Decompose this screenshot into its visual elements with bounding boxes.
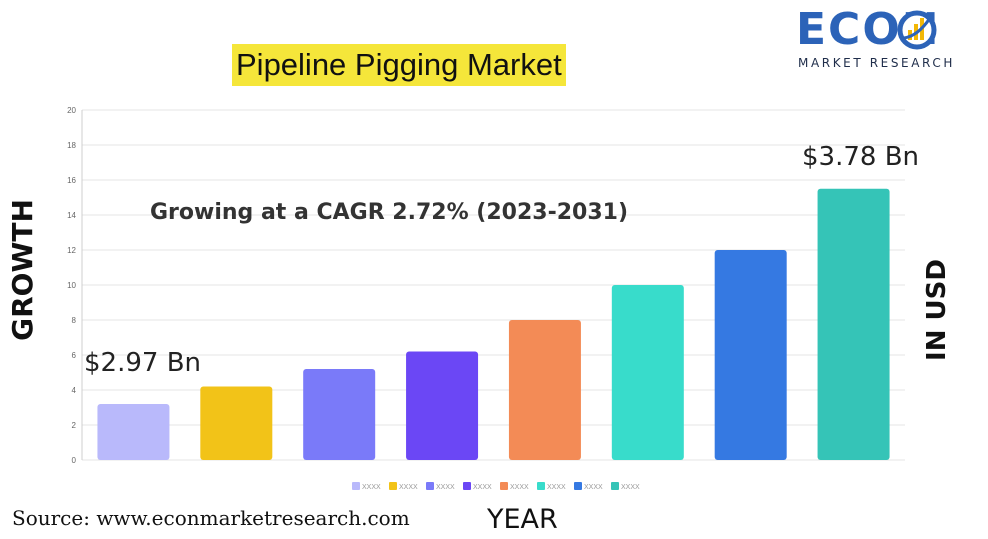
y-tick-label: 10: [67, 281, 76, 290]
source-text: Source: www.econmarketresearch.com: [12, 506, 410, 530]
bar: [611, 285, 684, 460]
legend-label: XXXX: [399, 484, 418, 491]
y-tick-label: 2: [72, 421, 77, 430]
legend-swatch: [352, 482, 360, 490]
chart-bars: [97, 188, 890, 460]
y-tick-label: 18: [67, 141, 76, 150]
bar: [714, 250, 787, 460]
y-tick-label: 14: [67, 211, 76, 220]
chart-title: Pipeline Pigging Market: [232, 44, 566, 86]
y-tick-label: 12: [67, 246, 76, 255]
start-value-callout: $2.97 Bn: [84, 348, 202, 378]
legend-swatch: [537, 482, 545, 490]
legend-label: XXXX: [621, 484, 640, 491]
bar: [200, 386, 273, 460]
bar: [817, 188, 890, 460]
legend-label: XXXX: [362, 484, 381, 491]
legend-swatch: [389, 482, 397, 490]
legend-label: XXXX: [510, 484, 529, 491]
legend-swatch: [611, 482, 619, 490]
legend-label: XXXX: [436, 484, 455, 491]
y-tick-label: 16: [67, 176, 76, 185]
y-tick-label: 20: [67, 106, 76, 115]
legend-swatch: [426, 482, 434, 490]
legend-label: XXXX: [547, 484, 566, 491]
y-tick-label: 8: [72, 316, 77, 325]
end-value-callout: $3.78 Bn: [802, 142, 920, 172]
cagr-annotation: Growing at a CAGR 2.72% (2023-2031): [150, 200, 628, 225]
bar: [406, 351, 479, 460]
legend-label: XXXX: [473, 484, 492, 491]
legend-swatch: [574, 482, 582, 490]
bar: [97, 404, 170, 460]
legend-label: XXXX: [584, 484, 603, 491]
y-tick-label: 0: [72, 456, 77, 465]
logo-subtitle: MARKET RESEARCH: [798, 56, 955, 70]
y-tick-label: 4: [72, 386, 77, 395]
logo-bars-icon: [897, 10, 937, 50]
x-axis-label: YEAR: [487, 504, 558, 535]
legend-swatch: [463, 482, 471, 490]
bar: [303, 369, 376, 460]
chart-legend: XXXX XXXX XXXX XXXX XXXX XXXX XXXX XXXX: [352, 482, 640, 491]
y-tick-label: 6: [72, 351, 77, 360]
legend-swatch: [500, 482, 508, 490]
y-tick-labels: 0 2 4 6 8 10 12 14 16 18 20: [67, 106, 76, 465]
bar: [508, 320, 581, 460]
econ-logo: ECON MARKET RESEARCH: [796, 6, 976, 74]
